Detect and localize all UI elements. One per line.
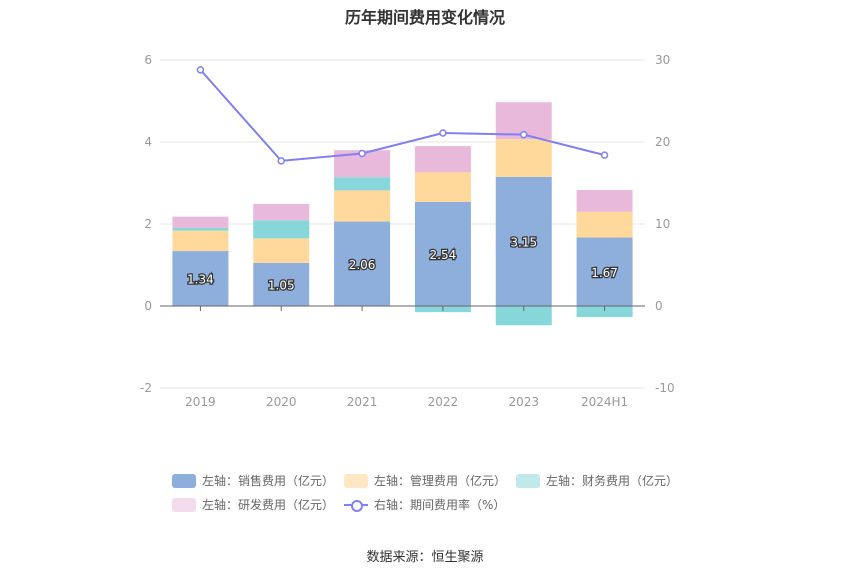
- x-tick-label: 2021: [347, 395, 378, 409]
- bar-data-label: 1.05: [268, 278, 295, 292]
- x-tick-label: 2022: [428, 395, 459, 409]
- bar-admin: [172, 230, 229, 252]
- bar-data-label: 1.34: [187, 273, 214, 287]
- bar-finance: [495, 306, 552, 326]
- bar-sales: [334, 221, 391, 306]
- bar-sales: [576, 237, 633, 306]
- bar-data-label: 3.15: [510, 235, 537, 249]
- right-tick-label: 10: [655, 217, 670, 231]
- rate-line: [199, 69, 605, 162]
- bar-layer: 1.34 1.05 2.06 2.54 3.15 1.67: [172, 102, 633, 326]
- legend-item-sales[interactable]: 左轴：销售费用（亿元）: [172, 472, 334, 489]
- axis-layer: -2 0 2 4 6 -10 0 10 20 30 2019 2020 2021 2022 2023 2024…: [140, 53, 675, 409]
- grid-layer: [160, 59, 645, 389]
- bar-finance: [576, 306, 633, 318]
- bar-finance: [334, 177, 391, 191]
- bar-admin: [334, 190, 391, 222]
- bar-admin: [576, 211, 633, 238]
- legend-item-rate[interactable]: 右轴：期间费用率（%）: [344, 496, 505, 513]
- bar-admin: [414, 172, 471, 202]
- bar-sales: [495, 176, 552, 306]
- legend-label-rate: 右轴：期间费用率（%）: [374, 498, 506, 512]
- legend-item-admin[interactable]: 左轴：管理费用（亿元）: [344, 472, 506, 489]
- legend-label-admin: 左轴：管理费用（亿元）: [374, 474, 507, 488]
- rate-point: [439, 129, 447, 137]
- legend-label-finance: 左轴：财务费用（亿元）: [546, 474, 679, 488]
- bar-sales: [172, 251, 229, 306]
- bar-sales: [253, 262, 310, 306]
- bar-rd: [576, 189, 633, 212]
- rate-point: [520, 130, 528, 139]
- chart-title: 历年期间费用变化情况: [344, 8, 505, 27]
- x-tick-label: 2023: [508, 395, 539, 409]
- bar-finance: [172, 227, 229, 231]
- rate-point: [600, 151, 609, 159]
- rate-point: [277, 157, 285, 165]
- x-tick-label: 2020: [266, 395, 297, 409]
- right-tick-label: 20: [655, 135, 670, 149]
- legend-swatch-sales: [172, 473, 196, 488]
- source-text: 数据来源：恒生聚源: [366, 550, 484, 565]
- left-tick-label: 6: [144, 53, 152, 67]
- rate-point: [196, 66, 205, 74]
- legend-label-sales: 左轴：销售费用（亿元）: [202, 474, 335, 488]
- legend-item-rd[interactable]: 左轴：研发费用（亿元）: [172, 496, 334, 513]
- right-tick-label: 0: [655, 299, 663, 313]
- bar-sales: [414, 201, 471, 306]
- bar-finance: [253, 220, 310, 239]
- legend-swatch-finance: [516, 473, 540, 488]
- left-tick-label: 0: [144, 299, 152, 313]
- bar-data-label: 1.67: [591, 266, 618, 280]
- legend-item-finance[interactable]: 左轴：财务费用（亿元）: [516, 472, 678, 489]
- bar-data-label: 2.06: [349, 258, 376, 272]
- bar-rd: [172, 216, 229, 228]
- legend-swatch-admin: [344, 473, 368, 488]
- x-tick-label: 2019: [185, 395, 216, 409]
- legend-label-rd: 左轴：研发费用（亿元）: [202, 498, 335, 512]
- rate-point: [358, 149, 366, 158]
- bar-rd: [414, 146, 471, 173]
- left-tick-label: 2: [144, 217, 152, 231]
- legend-swatch-rd: [172, 497, 196, 512]
- x-tick-label: 2024H1: [581, 395, 628, 409]
- legend-line-rate-icon: [344, 498, 368, 512]
- right-tick-label: 30: [655, 53, 670, 67]
- left-tick-label: 4: [144, 135, 152, 149]
- right-tick-label: -10: [655, 381, 675, 395]
- line-layer: [196, 66, 609, 165]
- left-tick-label: -2: [140, 381, 152, 395]
- bar-rd: [253, 203, 310, 221]
- bar-admin: [495, 139, 552, 177]
- bar-data-label: 2.54: [430, 248, 457, 262]
- bar-admin: [253, 238, 310, 263]
